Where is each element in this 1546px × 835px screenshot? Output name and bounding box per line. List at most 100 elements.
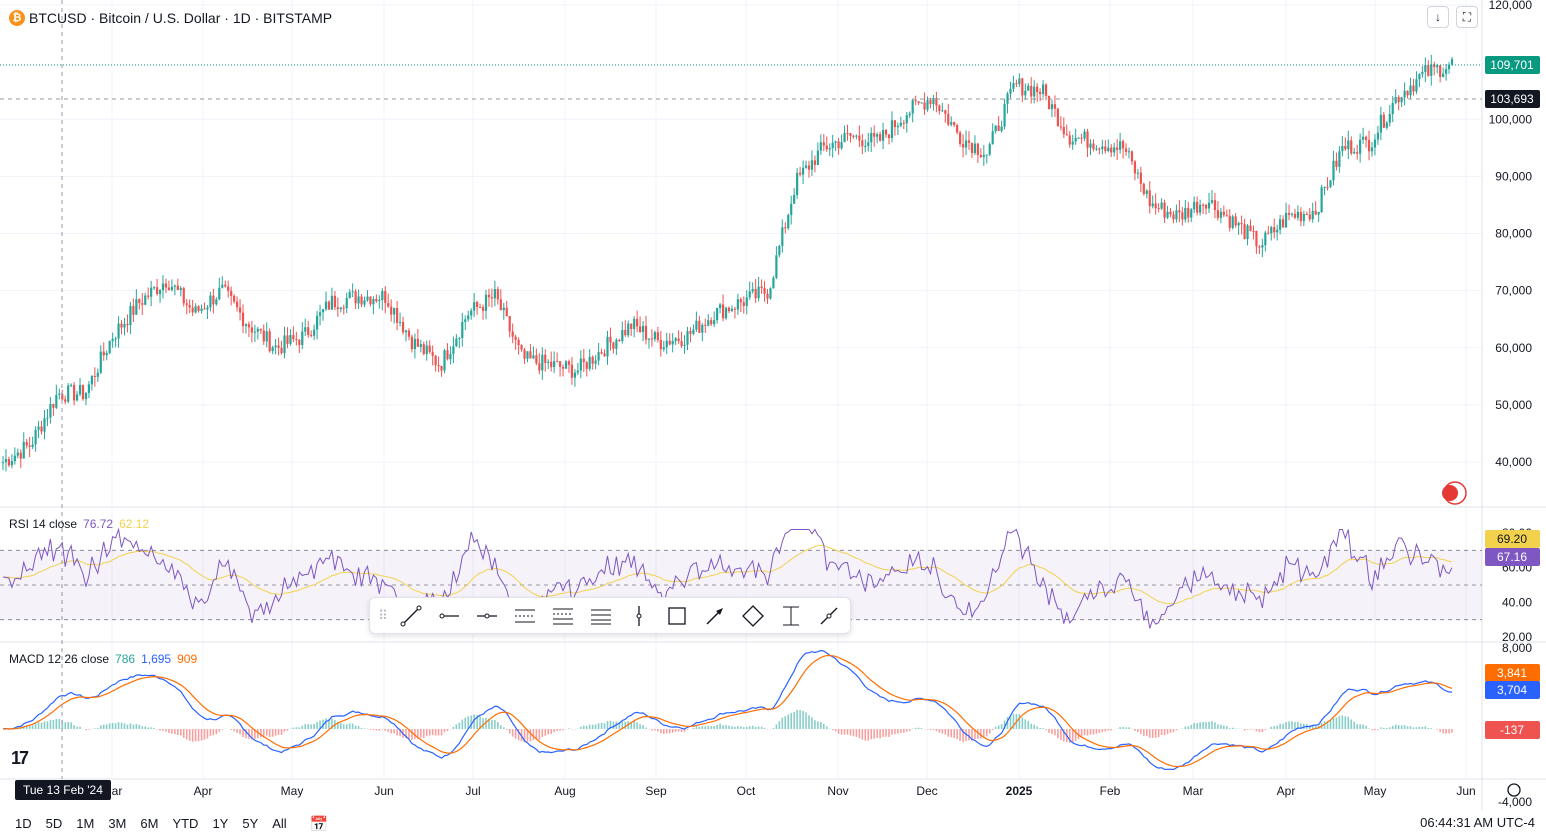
candle-body — [1341, 146, 1344, 152]
candle-body — [807, 165, 811, 170]
candle-body — [953, 122, 956, 126]
rsi-ma-value: 62.12 — [119, 517, 150, 531]
candle-body — [393, 308, 396, 315]
timeframe-1d[interactable]: 1D — [15, 816, 32, 831]
candle-body — [55, 394, 58, 408]
rsi-badge-bg — [1485, 548, 1540, 566]
timeframe-ytd[interactable]: YTD — [172, 816, 199, 831]
tradingview-logo[interactable]: 17 — [11, 748, 29, 768]
timeframe-3m[interactable]: 3M — [108, 816, 127, 831]
candle-body — [739, 299, 742, 303]
candle-body — [310, 335, 313, 337]
drawing-toolbar[interactable]: ⠿ — [369, 597, 851, 634]
candle-body — [1264, 232, 1267, 246]
timeframe-all[interactable]: All — [272, 816, 287, 831]
arrow-tool[interactable] — [696, 601, 734, 631]
candle-body — [633, 318, 636, 329]
candle-body — [369, 296, 372, 305]
candle-body — [825, 145, 828, 150]
candle-body — [994, 125, 997, 132]
candle-body — [778, 245, 781, 256]
rectangle-icon — [668, 606, 686, 625]
price-range-icon — [783, 606, 799, 625]
candle-body — [1148, 190, 1151, 207]
candle-body — [40, 426, 43, 432]
horizontal-ray-tool[interactable] — [430, 601, 468, 631]
vertical-line-tool[interactable] — [620, 601, 658, 631]
crosshair-price-badge-bg — [1485, 90, 1540, 108]
polygon-tool[interactable] — [734, 601, 772, 631]
candle-body — [84, 392, 88, 400]
candle-body — [4, 459, 8, 463]
candle-body — [1142, 183, 1145, 194]
candle-body — [499, 299, 502, 311]
candle-body — [1403, 90, 1406, 98]
candle-body — [1015, 83, 1018, 85]
fullscreen-button[interactable]: ⛶ — [1456, 6, 1478, 28]
candle-body — [618, 339, 621, 342]
candle-body — [1166, 211, 1169, 218]
candle-body — [902, 122, 905, 124]
timeframe-6m[interactable]: 6M — [140, 816, 159, 831]
symbol-title[interactable]: BTCUSD · Bitcoin / U.S. Dollar · 1D · BI… — [29, 10, 333, 26]
candle-body — [1181, 212, 1184, 220]
timeframe-1y[interactable]: 1Y — [212, 816, 229, 831]
candle-body — [10, 461, 13, 466]
measure-tool[interactable] — [810, 601, 848, 631]
candle-body — [1284, 212, 1288, 228]
candle-body — [662, 347, 665, 350]
candle-body — [345, 298, 348, 309]
candle-body — [467, 315, 470, 320]
candle-body — [443, 350, 446, 371]
timeframe-5y[interactable]: 5Y — [242, 816, 259, 831]
candle-body — [1036, 86, 1039, 93]
candle-body — [899, 122, 902, 126]
timeframe-5d[interactable]: 5D — [45, 816, 63, 831]
horizontal-lines-tool[interactable] — [582, 601, 620, 631]
price-range-tool[interactable] — [772, 601, 810, 631]
candle-body — [1442, 73, 1445, 77]
candle-body — [597, 352, 600, 361]
candle-body — [514, 336, 517, 340]
candle-body — [567, 361, 571, 365]
fib-retracement-tool[interactable] — [544, 601, 582, 631]
horizontal-line-icon — [477, 613, 497, 618]
rsi-legend[interactable]: RSI 14 close 76.72 62.12 — [9, 517, 149, 531]
candle-body — [547, 361, 550, 363]
parallel-channel-tool[interactable] — [506, 601, 544, 631]
candle-body — [396, 308, 399, 323]
rectangle-tool[interactable] — [658, 601, 696, 631]
trend-line-tool[interactable] — [392, 601, 430, 631]
download-button[interactable]: ↓ — [1427, 6, 1449, 28]
candle-body — [793, 194, 796, 204]
candle-body — [49, 403, 52, 418]
candle-body — [241, 312, 245, 327]
candle-body — [985, 154, 988, 156]
candle-body — [307, 327, 310, 336]
candle-body — [713, 320, 716, 325]
grip-icon[interactable]: ⠿ — [378, 607, 388, 623]
macd-tick-label: 8,000 — [1502, 641, 1532, 655]
candle-body — [1059, 126, 1062, 128]
clock-display[interactable]: 06:44:31 AM UTC-4 — [1420, 815, 1535, 830]
candle-body — [1305, 214, 1308, 216]
macd-legend[interactable]: MACD 12 26 close 786 1,695 909 — [9, 652, 197, 666]
calendar-icon[interactable]: 📅 — [309, 815, 329, 833]
horizontal-line-tool[interactable] — [468, 601, 506, 631]
macd-title: MACD 12 26 close — [9, 652, 110, 666]
candle-body — [1246, 225, 1249, 240]
candle-body — [784, 227, 787, 229]
candle-body — [796, 172, 799, 195]
candle-body — [404, 330, 408, 333]
timeframe-1m[interactable]: 1M — [76, 816, 95, 831]
candle-body — [621, 329, 624, 342]
candle-body — [253, 331, 256, 333]
candle-body — [324, 301, 328, 310]
candle-body — [90, 375, 93, 385]
candle-body — [478, 307, 482, 309]
candle-body — [93, 375, 96, 377]
candle-body — [1320, 187, 1323, 213]
candle-body — [763, 287, 766, 294]
candle-body — [200, 308, 203, 311]
